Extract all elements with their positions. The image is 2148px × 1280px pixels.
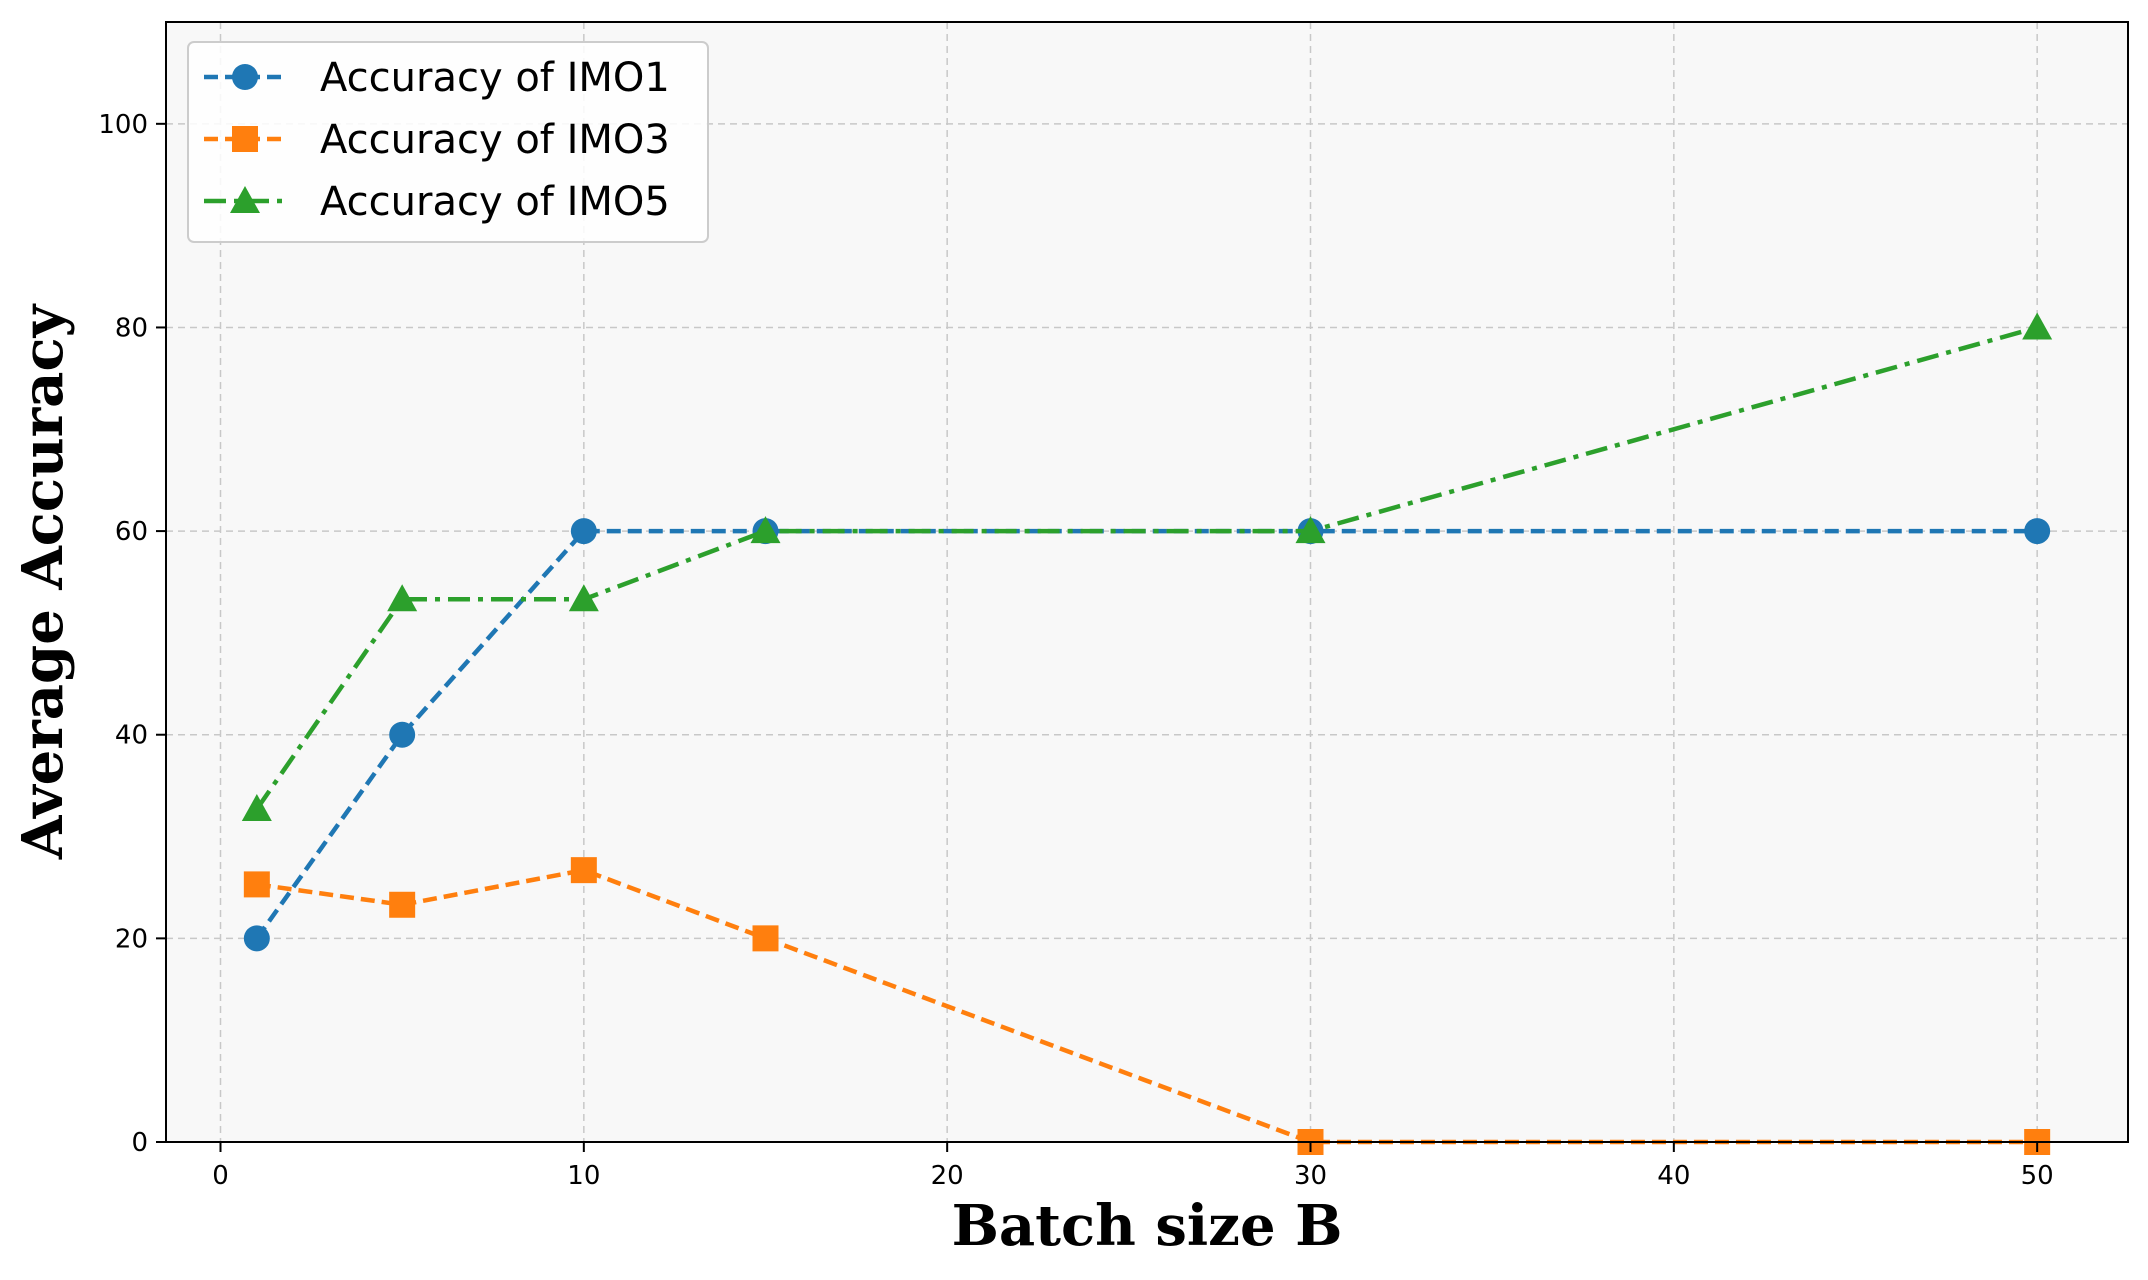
data-point xyxy=(389,721,416,748)
legend-marker xyxy=(230,186,260,213)
legend-marker xyxy=(232,64,258,90)
legend-marker xyxy=(232,126,258,152)
data-point xyxy=(243,925,270,952)
data-point xyxy=(750,516,781,544)
legend: Accuracy of IMO1 Accuracy of IMO3 Accuracy… xyxy=(187,41,709,243)
legend-entry-3: Accuracy of IMO5 xyxy=(204,179,670,225)
legend-label: Accuracy of IMO3 xyxy=(320,117,670,163)
y-tick-label: 100 xyxy=(98,110,148,140)
data-point xyxy=(2024,518,2051,545)
series-line xyxy=(254,325,2038,811)
legend-entry-1: Accuracy of IMO1 xyxy=(204,55,670,101)
legend-label: Accuracy of IMO1 xyxy=(320,55,670,101)
data-point xyxy=(241,794,272,822)
data-point xyxy=(243,871,270,898)
x-tick-label: 20 xyxy=(931,1161,964,1191)
y-axis-title: Average Accuracy xyxy=(10,303,76,860)
legend-entry-2: Accuracy of IMO3 xyxy=(204,117,670,163)
data-point xyxy=(2022,312,2053,340)
series-line xyxy=(255,528,2038,940)
x-axis-title: Batch size B xyxy=(952,1193,1343,1259)
x-tick-label: 10 xyxy=(567,1161,600,1191)
y-tick-label: 0 xyxy=(131,1128,148,1158)
data-point xyxy=(389,891,416,918)
y-tick-label: 20 xyxy=(115,924,148,954)
data-point xyxy=(1295,516,1326,544)
legend-box xyxy=(187,41,709,243)
x-tick-label: 40 xyxy=(1657,1161,1690,1191)
series-3 xyxy=(241,312,2053,822)
legend-label: Accuracy of IMO5 xyxy=(320,179,670,225)
data-point xyxy=(570,857,597,884)
x-tick-label: 30 xyxy=(1294,1161,1327,1191)
data-point xyxy=(752,925,779,952)
x-tick-label: 50 xyxy=(2021,1161,2054,1191)
y-tick-label: 60 xyxy=(115,517,148,547)
data-point xyxy=(387,584,418,612)
y-tick-label: 80 xyxy=(115,313,148,343)
axis-ticks: 0 10 20 30 40 50 0 20 40 60 80 100 xyxy=(98,110,2053,1191)
data-point xyxy=(568,584,599,612)
plot-frame xyxy=(165,21,2129,1143)
y-tick-label: 40 xyxy=(115,721,148,751)
x-tick-label: 0 xyxy=(212,1161,229,1191)
data-point xyxy=(570,518,597,545)
